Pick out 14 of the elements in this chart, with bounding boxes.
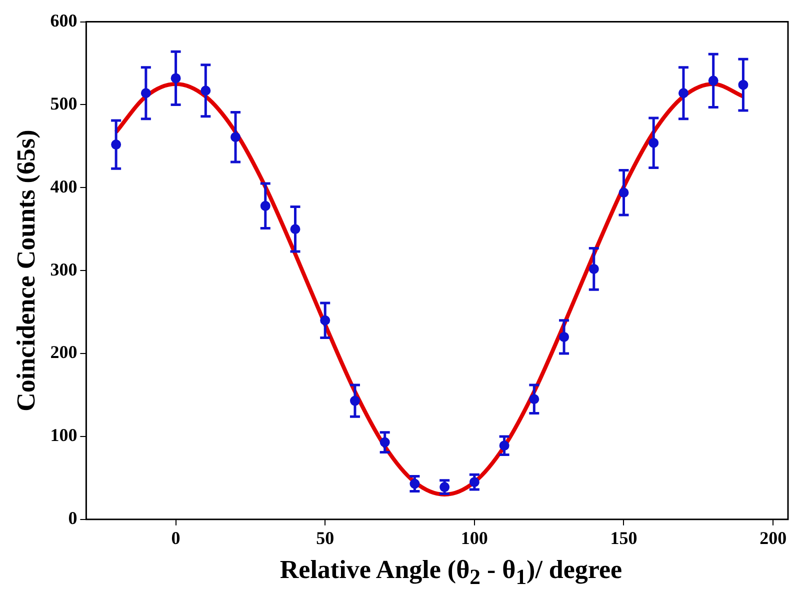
x-tick-label: 150 — [610, 528, 638, 548]
y-tick-label: 200 — [50, 342, 78, 362]
y-tick-label: 0 — [68, 508, 78, 528]
y-axis-title: Coincidence Counts (65s) — [11, 130, 40, 412]
x-tick-label: 200 — [760, 528, 787, 548]
y-tick-label: 300 — [50, 259, 78, 280]
y-tick-label: 500 — [50, 93, 78, 114]
x-tick-label: 50 — [316, 528, 334, 548]
y-tick-label: 100 — [50, 425, 78, 446]
x-tick-label: 100 — [460, 528, 488, 548]
x-tick-label: 0 — [171, 528, 180, 548]
y-tick-label: 600 — [50, 10, 78, 30]
x-axis-title: Relative Angle (θ$_{2}$ - θ$_{1}$)/ degree — [278, 554, 624, 592]
y-tick-label: 400 — [50, 176, 78, 196]
